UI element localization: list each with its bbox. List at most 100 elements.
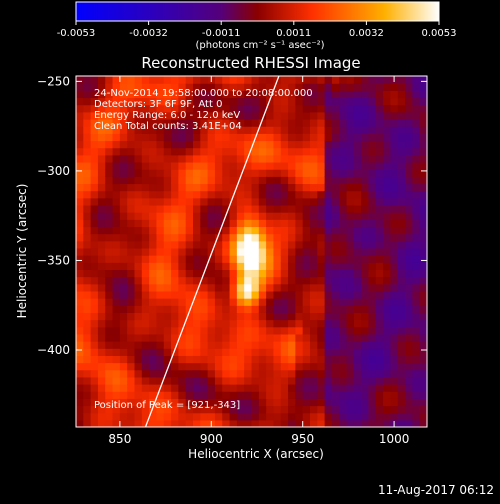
heatmap-cell [127, 247, 136, 256]
heatmap-cell [76, 147, 84, 156]
heatmap-cell [171, 341, 179, 349]
heatmap-cell [258, 133, 267, 142]
heatmap-cell [229, 326, 238, 335]
heatmap-cell [119, 247, 128, 256]
heatmap-cell [119, 90, 128, 99]
heatmap-cell [324, 140, 333, 149]
heatmap-cell [419, 104, 427, 113]
heatmap-cell [97, 76, 106, 84]
heatmap-cell [163, 90, 172, 99]
heatmap-cell [105, 233, 114, 242]
heatmap-cell [207, 298, 216, 306]
heatmap-cell [390, 212, 399, 220]
heatmap-cell [127, 412, 136, 421]
heatmap-cell [361, 140, 370, 149]
heatmap-cell [302, 233, 311, 242]
heatmap-cell [105, 247, 114, 256]
heatmap-cell [112, 391, 121, 399]
heatmap-cell [258, 111, 267, 120]
heatmap-cell [390, 412, 399, 421]
heatmap-cell [207, 147, 216, 156]
heatmap-cell [193, 305, 201, 313]
heatmap-cell [419, 183, 427, 192]
heatmap-cell [90, 140, 99, 149]
heatmap-cell [119, 161, 128, 170]
heatmap-cell [76, 204, 84, 213]
heatmap-cell [105, 312, 114, 321]
heatmap-cell [229, 247, 238, 256]
heatmap-cell [244, 305, 253, 313]
heatmap-cell [280, 348, 289, 356]
heatmap-cell [244, 276, 253, 285]
heatmap-cell [112, 384, 121, 392]
heatmap-cell [244, 312, 253, 321]
heatmap-cell [76, 240, 84, 249]
heatmap-cell [405, 219, 413, 228]
heatmap-cell [353, 405, 362, 414]
heatmap-cell [83, 269, 92, 278]
heatmap-cell [119, 412, 128, 421]
heatmap-cell [346, 419, 355, 427]
heatmap-cell [207, 83, 216, 91]
heatmap-cell [375, 133, 384, 142]
heatmap-cell [273, 262, 282, 271]
heatmap-cell [397, 169, 406, 177]
heatmap-cell [405, 197, 413, 206]
heatmap-cell [207, 384, 216, 392]
heatmap-cell [119, 255, 128, 263]
heatmap-cell [200, 140, 209, 149]
heatmap-cell [266, 190, 275, 199]
heatmap-cell [317, 391, 326, 399]
heatmap-cell [353, 204, 362, 213]
heatmap-cell [97, 104, 106, 113]
heatmap-cell [324, 197, 333, 206]
heatmap-cell [368, 312, 377, 321]
heatmap-cell [163, 226, 172, 235]
heatmap-cell [127, 104, 136, 113]
heatmap-cell [97, 111, 106, 120]
heatmap-cell [156, 262, 165, 271]
heatmap-cell [397, 262, 406, 271]
heatmap-cell [171, 83, 179, 91]
heatmap-cell [346, 219, 355, 228]
heatmap-cell [229, 333, 238, 342]
heatmap-cell [302, 240, 311, 249]
heatmap-cell [185, 133, 194, 142]
heatmap-cell [258, 140, 267, 149]
heatmap-cell [361, 376, 370, 385]
heatmap-cell [149, 362, 158, 371]
heatmap-cell [127, 212, 136, 220]
heatmap-cell [346, 384, 355, 392]
heatmap-cell [214, 97, 223, 106]
heatmap-cell [163, 298, 172, 306]
heatmap-cell [178, 233, 187, 242]
heatmap-cell [83, 226, 92, 235]
heatmap-cell [149, 305, 158, 313]
heatmap-cell [353, 348, 362, 356]
heatmap-cell [383, 147, 392, 156]
heatmap-cell [105, 176, 114, 185]
heatmap-cell [119, 118, 128, 127]
heatmap-cell [390, 305, 399, 313]
solar-limb-line [144, 76, 280, 427]
heatmap-cell [339, 333, 348, 342]
heatmap-cell [193, 147, 201, 156]
heatmap-cell [141, 405, 150, 414]
heatmap-cell [229, 276, 238, 285]
heatmap-cell [331, 83, 340, 91]
heatmap-cell [419, 133, 427, 142]
heatmap-cell [375, 348, 384, 356]
heatmap-cell [127, 255, 136, 263]
heatmap-cell [258, 83, 267, 91]
heatmap-cell [251, 219, 260, 228]
heatmap-cell [90, 290, 99, 299]
heatmap-cell [207, 90, 216, 99]
heatmap-cell [171, 240, 179, 249]
heatmap-cell [229, 183, 238, 192]
heatmap-cell [412, 333, 421, 342]
heatmap-cell [346, 233, 355, 242]
heatmap-cell [127, 118, 136, 127]
heatmap-cell [178, 83, 187, 91]
heatmap-cell [112, 219, 121, 228]
heatmap-cell [310, 255, 318, 263]
